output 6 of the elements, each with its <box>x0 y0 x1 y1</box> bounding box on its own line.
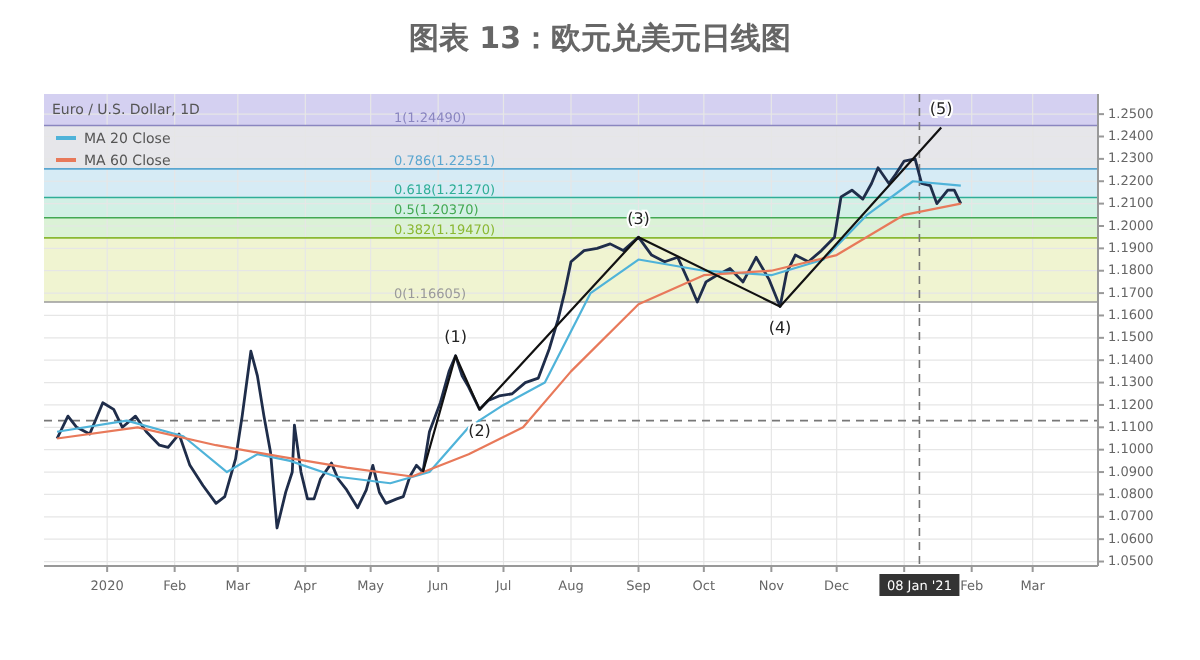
annotation: (2) <box>468 421 491 440</box>
line-series <box>55 157 963 530</box>
annotation: (5) <box>929 99 953 118</box>
annotation: (4) <box>768 318 792 337</box>
chart-title: 图表 13：欧元兑美元日线图 <box>408 20 792 56</box>
annotation: (1) <box>444 328 467 347</box>
